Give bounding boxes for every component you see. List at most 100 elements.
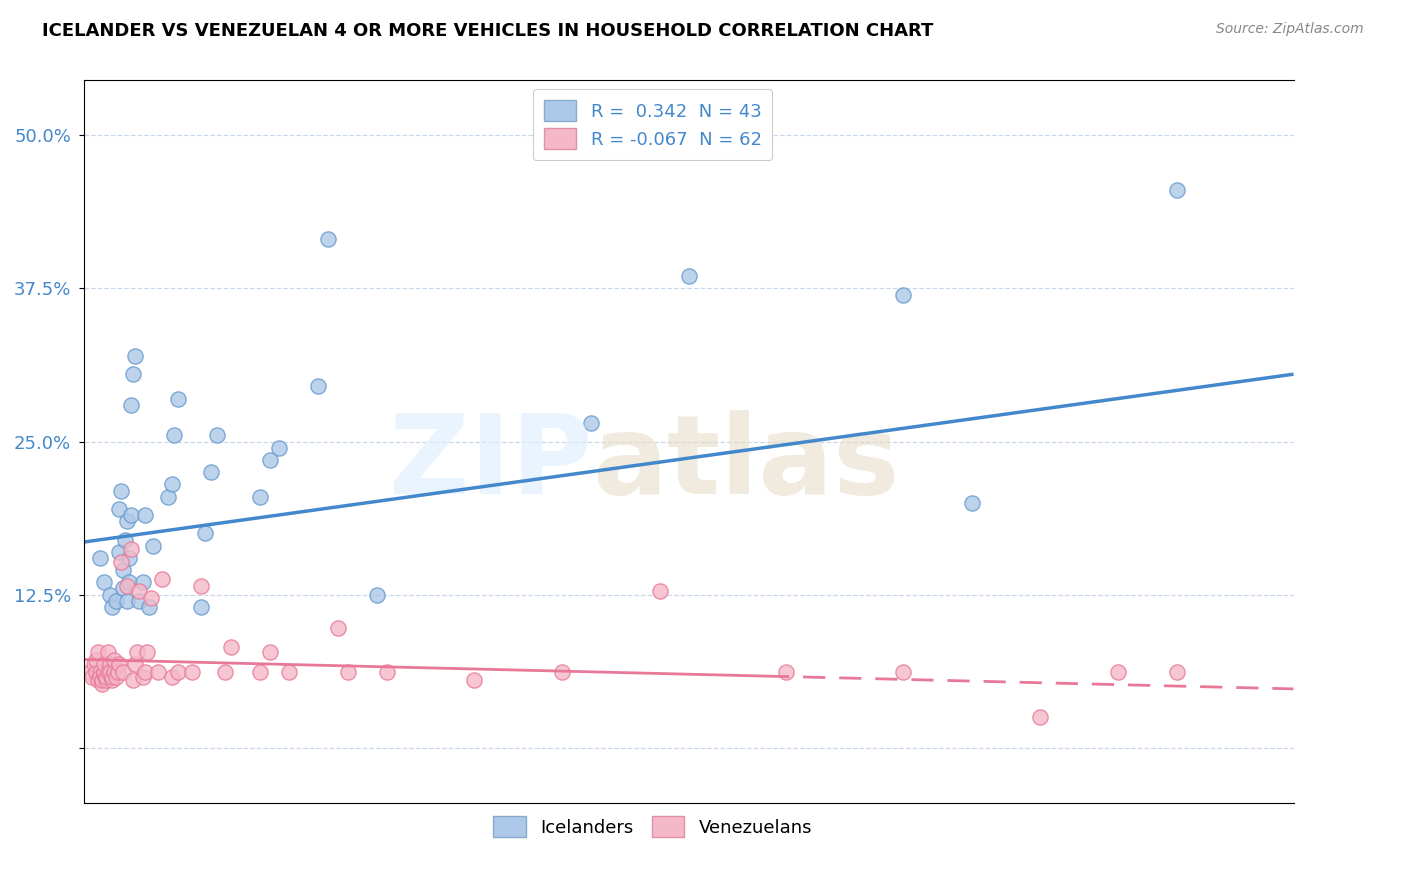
Point	[98, 657, 121, 672]
Y-axis label: 4 or more Vehicles in Household: 4 or more Vehicles in Household	[0, 308, 3, 575]
Point	[84, 665, 107, 679]
Point	[108, 502, 131, 516]
Point	[82, 670, 104, 684]
Point	[122, 673, 145, 688]
Point	[103, 665, 125, 679]
Point	[108, 545, 131, 559]
Point	[214, 665, 236, 679]
Point	[1166, 665, 1188, 679]
Point	[581, 416, 603, 430]
Point	[87, 673, 110, 688]
Point	[1029, 710, 1052, 724]
Point	[463, 673, 485, 688]
Point	[122, 367, 145, 381]
Point	[100, 599, 122, 614]
Point	[97, 645, 120, 659]
Point	[128, 583, 150, 598]
Point	[117, 514, 139, 528]
Point	[98, 588, 121, 602]
Text: atlas: atlas	[592, 409, 900, 516]
Point	[205, 428, 228, 442]
Point	[79, 665, 101, 679]
Point	[160, 670, 183, 684]
Point	[104, 593, 127, 607]
Point	[167, 392, 190, 406]
Point	[190, 579, 212, 593]
Point	[180, 665, 202, 679]
Point	[93, 657, 115, 672]
Point	[678, 269, 700, 284]
Point	[1107, 665, 1129, 679]
Point	[112, 665, 135, 679]
Point	[132, 670, 155, 684]
Point	[167, 665, 190, 679]
Point	[97, 665, 120, 679]
Point	[90, 673, 112, 688]
Point	[84, 652, 107, 666]
Legend: Icelanders, Venezuelans: Icelanders, Venezuelans	[486, 809, 820, 845]
Point	[307, 379, 329, 393]
Point	[100, 673, 122, 688]
Point	[89, 670, 111, 684]
Text: ICELANDER VS VENEZUELAN 4 OR MORE VEHICLES IN HOUSEHOLD CORRELATION CHART: ICELANDER VS VENEZUELAN 4 OR MORE VEHICL…	[42, 22, 934, 40]
Point	[150, 572, 173, 586]
Point	[132, 575, 155, 590]
Point	[112, 582, 135, 596]
Point	[124, 349, 146, 363]
Point	[107, 665, 129, 679]
Point	[960, 496, 983, 510]
Point	[93, 575, 115, 590]
Point	[103, 652, 125, 666]
Point	[326, 621, 349, 635]
Point	[117, 593, 139, 607]
Point	[134, 508, 156, 522]
Point	[100, 670, 122, 684]
Point	[366, 588, 388, 602]
Point	[893, 665, 915, 679]
Point	[90, 677, 112, 691]
Point	[775, 665, 797, 679]
Point	[94, 670, 117, 684]
Text: ZIP: ZIP	[389, 409, 592, 516]
Point	[148, 665, 170, 679]
Point	[219, 640, 242, 655]
Point	[139, 591, 162, 606]
Point	[120, 508, 142, 522]
Point	[648, 583, 671, 598]
Point	[94, 673, 117, 688]
Point	[120, 398, 142, 412]
Point	[316, 232, 339, 246]
Point	[89, 550, 111, 565]
Point	[160, 477, 183, 491]
Point	[93, 665, 115, 679]
Point	[163, 428, 186, 442]
Point	[269, 441, 291, 455]
Point	[108, 657, 131, 672]
Text: Source: ZipAtlas.com: Source: ZipAtlas.com	[1216, 22, 1364, 37]
Point	[112, 563, 135, 577]
Point	[120, 542, 142, 557]
Point	[118, 550, 141, 565]
Point	[124, 657, 146, 672]
Point	[259, 645, 281, 659]
Point	[110, 483, 132, 498]
Point	[200, 465, 222, 479]
Point	[89, 665, 111, 679]
Point	[157, 490, 180, 504]
Point	[138, 599, 160, 614]
Point	[125, 645, 148, 659]
Point	[135, 645, 157, 659]
Point	[336, 665, 359, 679]
Point	[278, 665, 301, 679]
Point	[83, 657, 105, 672]
Point	[249, 665, 271, 679]
Point	[1166, 184, 1188, 198]
Point	[551, 665, 574, 679]
Point	[104, 670, 127, 684]
Point	[142, 539, 165, 553]
Point	[117, 579, 139, 593]
Point	[118, 575, 141, 590]
Point	[87, 645, 110, 659]
Point	[110, 555, 132, 569]
Point	[190, 599, 212, 614]
